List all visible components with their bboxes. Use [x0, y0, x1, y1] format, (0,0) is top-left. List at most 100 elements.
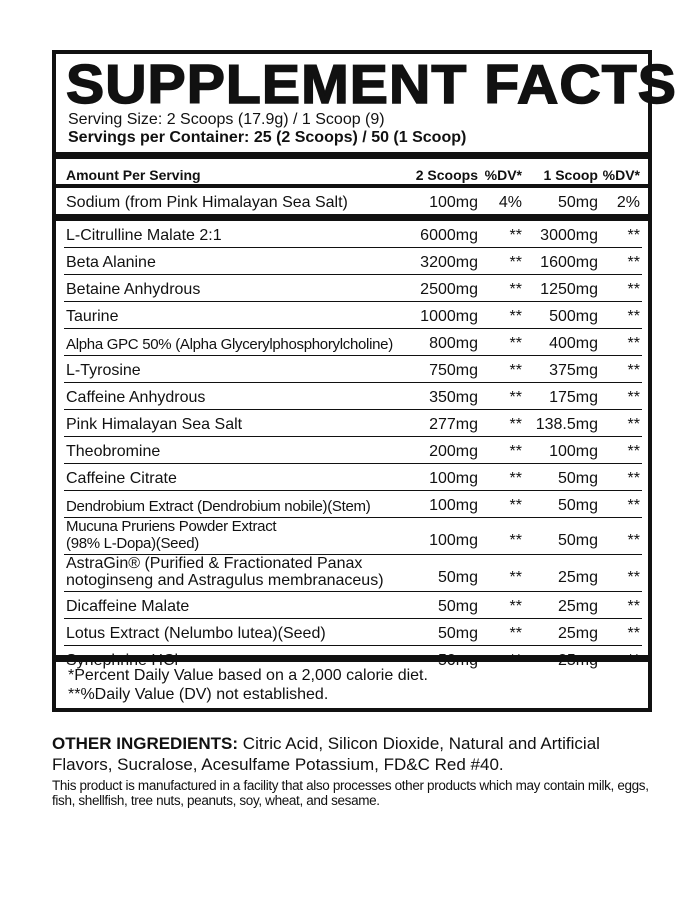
header-2-scoops: 2 Scoops	[415, 167, 478, 183]
amount-1-scoop: 138.5mg	[524, 409, 600, 437]
ingredient-name: Dendrobium Extract (Dendrobium nobile)(S…	[64, 490, 404, 518]
amount-1-scoop: 1250mg	[524, 274, 600, 302]
amount-2-scoops: 50mg	[404, 554, 480, 592]
footnote-dv: *Percent Daily Value based on a 2,000 ca…	[68, 667, 428, 684]
sodium-dv1: 4%	[498, 194, 522, 211]
sodium-dv2: 2%	[616, 194, 640, 211]
footnotes: *Percent Daily Value based on a 2,000 ca…	[68, 666, 428, 704]
amount-2-scoops: 100mg	[404, 463, 480, 491]
dv-1-scoop: **	[600, 221, 642, 248]
amount-2-scoops: 6000mg	[404, 221, 480, 248]
divider	[56, 184, 648, 188]
serving-size: Serving Size: 2 Scoops (17.9g) / 1 Scoop…	[68, 111, 385, 128]
servings-per-container: Servings per Container: 25 (2 Scoops) / …	[68, 129, 467, 146]
amount-1-scoop: 50mg	[524, 490, 600, 518]
ingredient-name: Caffeine Anhydrous	[64, 382, 404, 410]
ingredient-row: Caffeine Citrate 100mg ** 50mg **	[64, 463, 642, 491]
dv-2-scoops: **	[480, 591, 524, 619]
ingredient-name: Mucuna Pruriens Powder Extract (98% L-Dop…	[64, 517, 404, 555]
dv-2-scoops: **	[480, 618, 524, 646]
amount-1-scoop: 100mg	[524, 436, 600, 464]
dv-1-scoop: **	[600, 382, 642, 410]
amount-2-scoops: 2500mg	[404, 274, 480, 302]
amount-1-scoop: 50mg	[524, 463, 600, 491]
dv-2-scoops: **	[480, 355, 524, 383]
header-row: Amount Per Serving 2 Scoops %DV* 1 Scoop…	[64, 159, 642, 185]
amount-1-scoop: 400mg	[524, 328, 600, 356]
dv-1-scoop: **	[600, 328, 642, 356]
dv-2-scoops: **	[480, 328, 524, 356]
ingredient-row: Dicaffeine Malate 50mg ** 25mg **	[64, 591, 642, 619]
ingredient-row: Betaine Anhydrous 2500mg ** 1250mg **	[64, 274, 642, 302]
dv-2-scoops: **	[480, 409, 524, 437]
amount-1-scoop: 50mg	[524, 517, 600, 555]
ingredient-name: Betaine Anhydrous	[64, 274, 404, 302]
ingredient-name: L-Citrulline Malate 2:1	[64, 221, 404, 248]
dv-1-scoop: **	[600, 591, 642, 619]
ingredient-row: Caffeine Anhydrous 350mg ** 175mg **	[64, 382, 642, 410]
header-dv2: %DV*	[602, 167, 640, 183]
amount-2-scoops: 50mg	[404, 618, 480, 646]
ingredient-row: Dendrobium Extract (Dendrobium nobile)(S…	[64, 490, 642, 518]
other-ingredients: OTHER INGREDIENTS: Citric Acid, Silicon …	[52, 733, 662, 775]
ingredient-name-line2: notoginseng and Astragulus membranaceus)	[66, 572, 384, 589]
dv-1-scoop: **	[600, 436, 642, 464]
dv-1-scoop: **	[600, 301, 642, 329]
dv-1-scoop: **	[600, 247, 642, 275]
ingredient-row: Lotus Extract (Nelumbo lutea)(Seed) 50mg *…	[64, 618, 642, 646]
amount-2-scoops: 100mg	[404, 517, 480, 555]
header-amount: Amount Per Serving	[66, 167, 201, 183]
dv-1-scoop: **	[600, 355, 642, 383]
ingredient-row: Beta Alanine 3200mg ** 1600mg **	[64, 247, 642, 275]
dv-2-scoops: **	[480, 382, 524, 410]
ingredient-row: Taurine 1000mg ** 500mg **	[64, 301, 642, 329]
amount-1-scoop: 25mg	[524, 591, 600, 619]
dv-1-scoop: **	[600, 554, 642, 592]
amount-1-scoop: 25mg	[524, 554, 600, 592]
divider-thick	[56, 214, 648, 221]
amount-2-scoops: 1000mg	[404, 301, 480, 329]
ingredient-row: Theobromine 200mg ** 100mg **	[64, 436, 642, 464]
ingredient-name: AstraGin® (Purified & Fractionated Panax…	[64, 554, 404, 592]
ingredient-name: Alpha GPC 50% (Alpha Glycerylphosphorylc…	[64, 328, 404, 356]
ingredient-row: L-Citrulline Malate 2:1 6000mg ** 3000mg **	[64, 221, 642, 248]
ingredient-row: Mucuna Pruriens Powder Extract (98% L-Dop…	[64, 517, 642, 555]
dv-2-scoops: **	[480, 221, 524, 248]
panel-title: SUPPLEMENT FACTS	[65, 52, 677, 116]
dv-1-scoop: **	[600, 490, 642, 518]
dv-2-scoops: **	[480, 436, 524, 464]
dv-2-scoops: **	[480, 463, 524, 491]
amount-2-scoops: 350mg	[404, 382, 480, 410]
dv-1-scoop: **	[600, 409, 642, 437]
footnote-not-established: **%Daily Value (DV) not established.	[68, 686, 329, 703]
dv-2-scoops: **	[480, 517, 524, 555]
allergen-statement: This product is manufactured in a facili…	[52, 778, 649, 808]
ingredient-row: Pink Himalayan Sea Salt 277mg ** 138.5mg **	[64, 409, 642, 437]
ingredient-name: Beta Alanine	[64, 247, 404, 275]
ingredient-row: Alpha GPC 50% (Alpha Glycerylphosphorylc…	[64, 328, 642, 356]
dv-1-scoop: **	[600, 463, 642, 491]
ingredient-name-line2: (98% L-Dopa)(Seed)	[66, 535, 199, 552]
amount-1-scoop: 375mg	[524, 355, 600, 383]
amount-2-scoops: 100mg	[404, 490, 480, 518]
ingredient-name: Lotus Extract (Nelumbo lutea)(Seed)	[64, 618, 404, 646]
dv-2-scoops: **	[480, 274, 524, 302]
supplement-facts-panel: SUPPLEMENT FACTS Serving Size: 2 Scoops …	[52, 50, 677, 712]
ingredient-name-line1: AstraGin® (Purified & Fractionated Panax	[66, 555, 363, 572]
amount-2-scoops: 200mg	[404, 436, 480, 464]
divider-thick	[56, 152, 648, 159]
ingredient-name: Taurine	[64, 301, 404, 329]
sodium-2-scoops: 100mg	[429, 194, 478, 211]
dv-2-scoops: **	[480, 554, 524, 592]
header-table: Amount Per Serving 2 Scoops %DV* 1 Scoop…	[64, 159, 642, 185]
amount-1-scoop: 175mg	[524, 382, 600, 410]
dv-1-scoop: **	[600, 517, 642, 555]
ingredient-name: L-Tyrosine	[64, 355, 404, 383]
amount-1-scoop: 1600mg	[524, 247, 600, 275]
sodium-name: Sodium (from Pink Himalayan Sea Salt)	[66, 194, 348, 211]
header-1-scoop: 1 Scoop	[543, 167, 598, 183]
ingredient-name-line1: Mucuna Pruriens Powder Extract	[66, 518, 277, 535]
amount-2-scoops: 50mg	[404, 591, 480, 619]
header-dv1: %DV*	[484, 167, 522, 183]
amount-1-scoop: 500mg	[524, 301, 600, 329]
